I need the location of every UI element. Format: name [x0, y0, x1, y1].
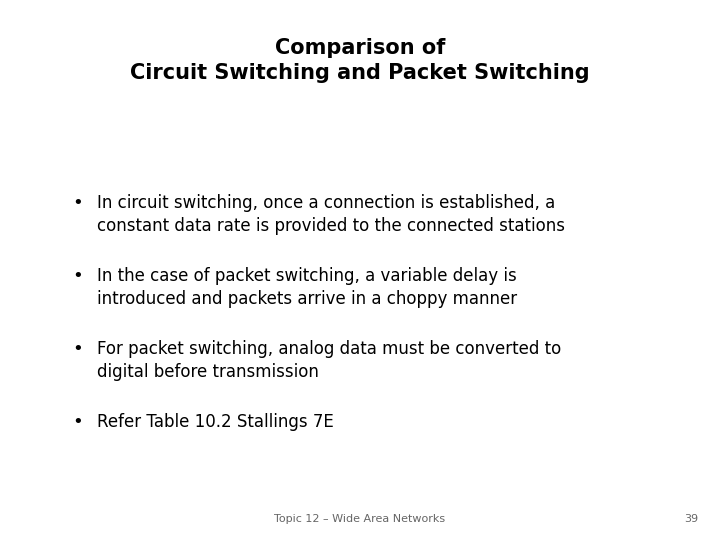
Text: In the case of packet switching, a variable delay is
introduced and packets arri: In the case of packet switching, a varia…	[97, 267, 518, 308]
Text: Topic 12 – Wide Area Networks: Topic 12 – Wide Area Networks	[274, 514, 446, 524]
Text: For packet switching, analog data must be converted to
digital before transmissi: For packet switching, analog data must b…	[97, 340, 562, 381]
Text: Comparison of
Circuit Switching and Packet Switching: Comparison of Circuit Switching and Pack…	[130, 38, 590, 83]
Text: •: •	[72, 267, 83, 285]
Text: Refer Table 10.2 Stallings 7E: Refer Table 10.2 Stallings 7E	[97, 413, 334, 431]
Text: •: •	[72, 413, 83, 431]
Text: In circuit switching, once a connection is established, a
constant data rate is : In circuit switching, once a connection …	[97, 194, 565, 235]
Text: •: •	[72, 340, 83, 358]
Text: •: •	[72, 194, 83, 212]
Text: 39: 39	[684, 514, 698, 524]
